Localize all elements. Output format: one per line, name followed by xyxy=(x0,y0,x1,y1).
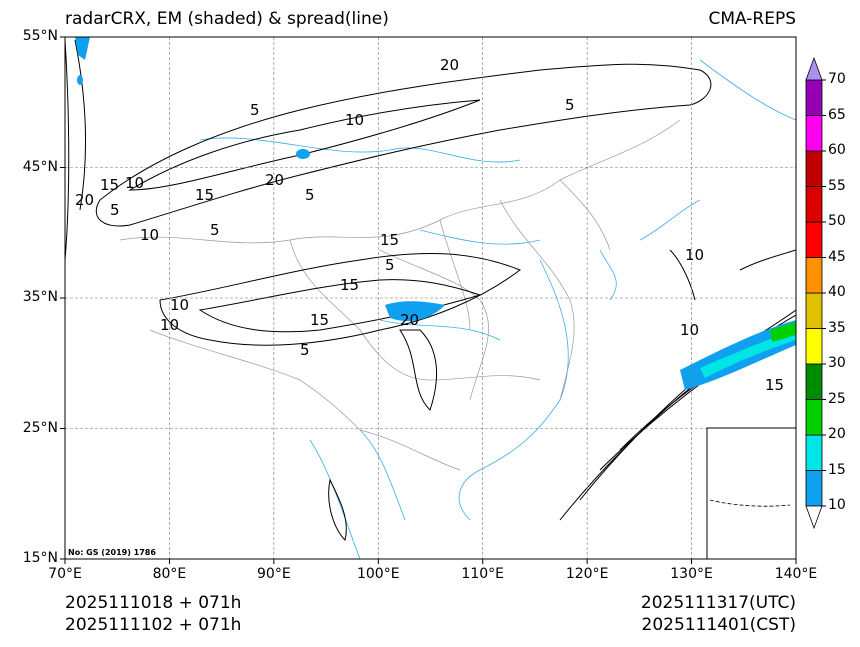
contour-label: 10 xyxy=(680,321,699,339)
lon-tick-label: 100°E xyxy=(356,566,400,582)
contour-label: 5 xyxy=(565,96,575,114)
contour-label: 10 xyxy=(345,111,364,129)
init-time-utc: 2025111018 + 071h xyxy=(65,593,242,613)
contour-label: 20 xyxy=(400,311,419,329)
colorbar-segment xyxy=(805,115,823,152)
colorbar-tick-label: 35 xyxy=(828,319,846,336)
spread-contours xyxy=(65,39,796,541)
contour-label: 15 xyxy=(380,231,399,249)
init-time-cst: 2025111102 + 071h xyxy=(65,615,242,635)
contour-label: 10 xyxy=(160,316,179,334)
lon-tick-label: 120°E xyxy=(565,566,609,582)
contour-label: 10 xyxy=(140,226,159,244)
contour-label: 10 xyxy=(170,296,189,314)
colorbar-tick-label: 55 xyxy=(828,177,846,194)
province-borders xyxy=(119,119,681,471)
colorbar-tick-label: 15 xyxy=(828,461,846,478)
colorbar-tick-label: 40 xyxy=(828,284,846,300)
colorbar-segment xyxy=(805,257,823,294)
lon-tick-label: 110°E xyxy=(461,566,504,582)
colorbar-segment xyxy=(805,470,823,507)
contour-label: 15 xyxy=(195,186,214,204)
contour-label: 10 xyxy=(685,246,704,264)
contour-label: 15 xyxy=(310,311,329,329)
lon-tick-label: 70°E xyxy=(48,566,82,582)
axis-ticks xyxy=(60,36,797,564)
contour-label: 15 xyxy=(100,176,119,194)
contour-label: 5 xyxy=(250,101,260,119)
lon-tick-label: 80°E xyxy=(152,566,187,582)
lon-tick-label: 140°E xyxy=(774,566,818,582)
south-china-sea-inset xyxy=(706,427,796,559)
valid-time-cst: 2025111401(CST) xyxy=(641,615,796,635)
colorbar-tick-label: 25 xyxy=(828,390,846,407)
valid-time-utc: 2025111317(UTC) xyxy=(640,593,796,613)
contour-label: 15 xyxy=(340,276,359,294)
contour-label: 20 xyxy=(75,191,94,209)
lat-tick-label: 35°N xyxy=(22,289,58,305)
gridlines xyxy=(65,37,796,559)
colorbar-under-arrow xyxy=(805,505,823,530)
colorbar xyxy=(805,56,826,530)
coastline-rivers xyxy=(199,59,796,559)
colorbar-segment xyxy=(805,150,823,187)
plot-title: radarCRX, EM (shaded) & spread(line) xyxy=(65,9,389,29)
colorbar-segment xyxy=(805,292,823,329)
contour-label: 15 xyxy=(765,376,784,394)
colorbar-segment xyxy=(805,79,823,116)
lat-tick-label: 15°N xyxy=(22,550,58,566)
colorbar-segment xyxy=(805,221,823,258)
colorbar-over-arrow xyxy=(805,56,823,81)
colorbar-tick-label: 60 xyxy=(828,142,846,158)
colorbar-tick-label: 70 xyxy=(828,71,846,87)
contour-label: 5 xyxy=(210,221,220,239)
map-approval-number: No: GS (2019) 1786 xyxy=(68,548,156,557)
lon-tick-label: 130°E xyxy=(670,566,713,582)
colorbar-tick-label: 50 xyxy=(828,213,846,229)
contour-label: 5 xyxy=(305,186,315,204)
contour-label: 20 xyxy=(265,171,284,189)
colorbar-tick-label: 45 xyxy=(828,248,846,265)
contour-label: 10 xyxy=(125,174,144,192)
lat-tick-label: 25°N xyxy=(22,419,58,436)
lon-tick-label: 90°E xyxy=(257,566,291,582)
colorbar-segment xyxy=(805,363,823,400)
colorbar-tick-label: 30 xyxy=(828,355,846,371)
contour-label: 5 xyxy=(300,341,310,359)
colorbar-segment xyxy=(805,399,823,436)
lat-tick-label: 45°N xyxy=(22,158,58,175)
colorbar-tick-label: 20 xyxy=(828,426,846,442)
colorbar-segment xyxy=(805,328,823,365)
model-name: CMA-REPS xyxy=(708,9,796,29)
colorbar-segment xyxy=(805,434,823,471)
colorbar-tick-label: 65 xyxy=(828,106,846,123)
colorbar-segment xyxy=(805,186,823,223)
contour-label: 20 xyxy=(440,56,459,74)
shaded-reflectivity xyxy=(75,37,796,390)
contour-label: 5 xyxy=(110,201,120,219)
colorbar-tick-label: 10 xyxy=(828,497,846,513)
lat-tick-label: 55°N xyxy=(22,28,58,44)
contour-label: 5 xyxy=(385,256,395,274)
